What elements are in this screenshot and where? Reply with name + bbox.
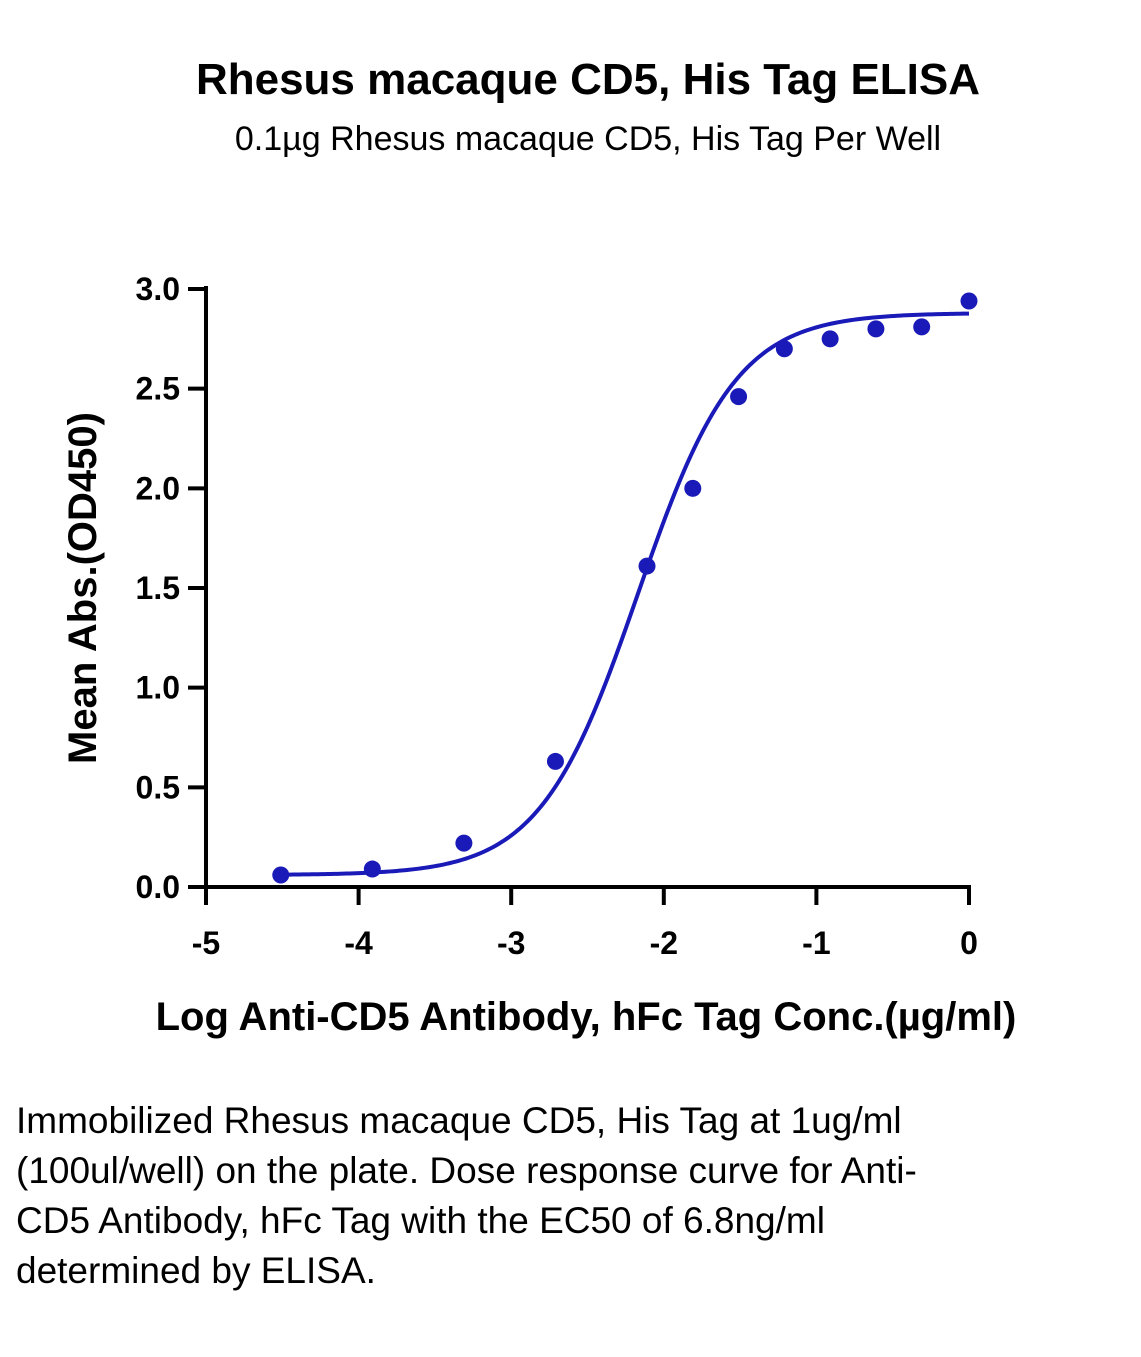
y-tick-label: 2.0 <box>136 470 180 506</box>
data-point <box>867 320 885 338</box>
y-tick-label: 0.5 <box>136 769 180 805</box>
data-point <box>638 557 656 575</box>
y-tick-label: 3.0 <box>136 271 180 307</box>
y-tick-label: 0.0 <box>136 869 180 905</box>
x-ticks: -5 -4 -3 -2 -1 0 <box>192 887 978 961</box>
y-tick-label: 2.5 <box>136 371 180 407</box>
y-tick-label: 1.0 <box>136 670 180 706</box>
data-point <box>363 860 381 878</box>
x-tick-label: -2 <box>650 925 678 961</box>
data-point <box>546 752 564 770</box>
x-tick-label: -3 <box>497 925 525 961</box>
chart-subtitle: 0.1µg Rhesus macaque CD5, His Tag Per We… <box>235 120 941 158</box>
data-point <box>821 330 839 348</box>
figure-caption: Immobilized Rhesus macaque CD5, His Tag … <box>16 1100 917 1291</box>
data-point <box>960 292 978 310</box>
x-tick-label: -1 <box>802 925 830 961</box>
x-tick-label: -5 <box>192 925 220 961</box>
x-axis-label: Log Anti-CD5 Antibody, hFc Tag Conc.(µg/… <box>156 995 1017 1039</box>
x-tick-label: -4 <box>344 925 373 961</box>
y-axis-label: Mean Abs.(OD450) <box>61 412 105 764</box>
x-tick-label: 0 <box>960 925 978 961</box>
chart: Rhesus macaque CD5, His Tag ELISA 0.1µg … <box>61 55 1017 1039</box>
y-ticks: 0.0 0.5 1.0 1.5 2.0 2.5 3.0 <box>136 271 206 905</box>
chart-title: Rhesus macaque CD5, His Tag ELISA <box>196 55 980 104</box>
data-point <box>913 318 931 336</box>
data-point <box>272 866 290 884</box>
data-point <box>730 388 748 406</box>
data-point <box>684 479 702 497</box>
data-points <box>272 292 978 884</box>
data-point <box>455 834 473 852</box>
fit-curve <box>280 311 970 877</box>
y-tick-label: 1.5 <box>136 570 180 606</box>
data-point <box>775 340 793 358</box>
axes: 0.0 0.5 1.0 1.5 2.0 2.5 3.0 -5 -4 -3 -2 -1 0 <box>136 271 978 961</box>
